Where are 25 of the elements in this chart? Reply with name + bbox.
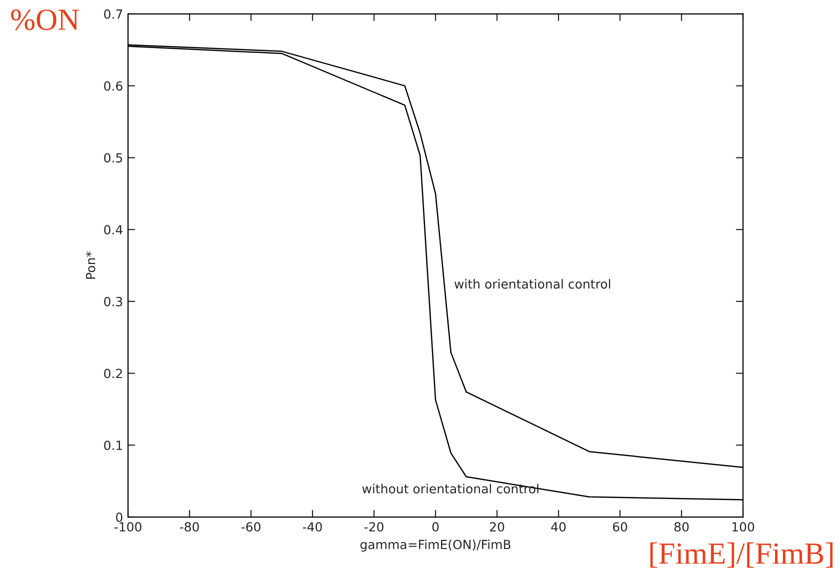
y-tick-label: 0.2 [104, 368, 122, 378]
text: %ON [11, 9, 79, 30]
series-label: without orientational control [362, 484, 538, 494]
y-tick-label: 0 [116, 512, 122, 522]
x-tick-label: 60 [612, 522, 628, 532]
y-tick-label: 0.4 [104, 225, 122, 234]
x-tick-label: -60 [241, 522, 260, 532]
y-tick-label: 0.5 [104, 153, 122, 163]
y-tick-label: 0.3 [104, 296, 122, 306]
x-tick-label: -100 [114, 522, 142, 532]
x-tick-label: 0 [432, 522, 439, 532]
x-tick-label: -80 [180, 522, 199, 532]
x-tick-label: 80 [674, 522, 689, 532]
x-tick-label: 20 [490, 522, 504, 532]
y-tick-label: 0.6 [104, 81, 122, 91]
y-tick-label: 0.7 [104, 9, 122, 19]
x-tick-label: 40 [551, 522, 566, 532]
series-label: with orientational control [454, 279, 610, 289]
text: [FimE]/[FimB] [650, 542, 833, 568]
x-axis-title: gamma=FimE(ON)/FimB [360, 540, 510, 552]
x-tick-label: -40 [302, 522, 322, 532]
y-tick-label: 0.1 [104, 440, 122, 450]
x-tick-label: -20 [364, 522, 384, 532]
y-axis-title: Pon* [86, 251, 96, 279]
x-tick-label: 100 [732, 522, 754, 532]
